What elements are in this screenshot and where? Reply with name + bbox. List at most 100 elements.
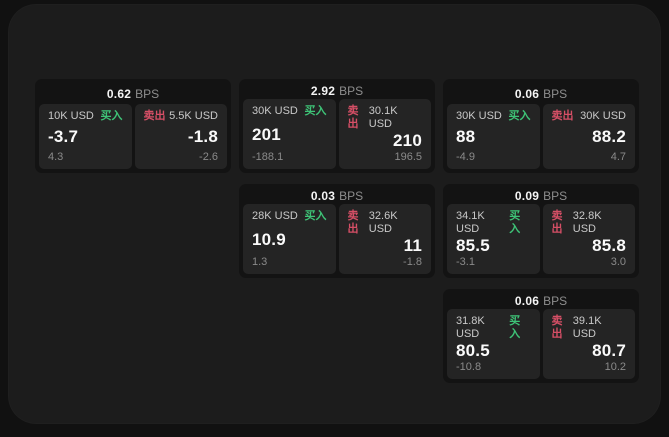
buy-side-label: 买入 <box>508 110 531 122</box>
buy-panel[interactable]: 34.1K USD 买入 85.5 -3.1 <box>447 204 540 274</box>
buy-delta: 4.3 <box>48 151 64 163</box>
buy-size: 28K USD <box>252 210 298 222</box>
sell-panel[interactable]: 卖出 32.6K USD 11 -1.8 <box>338 204 431 274</box>
buy-size: 34.1K USD <box>456 210 485 235</box>
sell-size: 39.1K USD <box>572 315 602 340</box>
buy-panel-header: 28K USD 买入 <box>252 210 327 223</box>
buy-delta: -188.1 <box>252 151 284 163</box>
sell-panel-header: 卖出 39.1K USD <box>552 315 627 341</box>
spread-value: 0.62 <box>106 86 132 101</box>
buy-panel-header: 30K USD 买入 <box>456 110 531 123</box>
spread-header: 0.09 BPS <box>447 188 635 204</box>
buy-panel-header: 10K USD 买入 <box>48 110 123 123</box>
buy-size: 10K USD <box>48 110 94 122</box>
spread-header: 2.92 BPS <box>243 83 431 99</box>
sell-panel-header: 卖出 30K USD <box>552 110 627 123</box>
quote-card[interactable]: 0.06 BPS 31.8K USD 买入 80.5 -10.8 卖出 39.1… <box>443 289 639 383</box>
spread-unit-label: BPS <box>135 86 160 101</box>
buy-panel-header: 34.1K USD 买入 <box>456 210 531 236</box>
app-window: 0.62 BPS 10K USD 买入 -3.7 4.3 卖出 5.5K USD… <box>8 4 661 424</box>
quote-card[interactable]: 0.09 BPS 34.1K USD 买入 85.5 -3.1 卖出 32.8K… <box>443 184 639 278</box>
sell-price: -1.8 <box>187 127 218 146</box>
quote-panels: 31.8K USD 买入 80.5 -10.8 卖出 39.1K USD 80.… <box>447 309 635 379</box>
buy-delta: -3.1 <box>456 256 475 268</box>
buy-price: 201 <box>252 124 281 144</box>
quote-card[interactable]: 2.92 BPS 30K USD 买入 201 -188.1 卖出 30.1K … <box>239 79 435 173</box>
sell-size: 30.1K USD <box>368 105 398 130</box>
buy-panel-header: 30K USD 买入 <box>252 105 327 118</box>
sell-delta: 4.7 <box>610 151 626 163</box>
spread-unit-label: BPS <box>543 189 568 203</box>
sell-side-label: 卖出 <box>551 315 563 340</box>
quote-panels: 10K USD 买入 -3.7 4.3 卖出 5.5K USD -1.8 -2.… <box>39 104 227 169</box>
sell-side-label: 卖出 <box>347 210 359 235</box>
buy-price: -3.7 <box>48 127 79 146</box>
sell-price: 85.8 <box>592 236 626 255</box>
sell-side-label: 卖出 <box>551 110 574 122</box>
sell-delta: -1.8 <box>403 256 422 268</box>
sell-side-label: 卖出 <box>347 105 359 130</box>
spread-value: 0.03 <box>310 189 336 203</box>
sell-size: 30K USD <box>580 110 626 122</box>
buy-delta: -4.9 <box>456 151 475 163</box>
sell-side-label: 卖出 <box>551 210 563 235</box>
quote-card[interactable]: 0.03 BPS 28K USD 买入 10.9 1.3 卖出 32.6K US… <box>239 184 435 278</box>
sell-delta: 196.5 <box>394 151 422 163</box>
buy-side-label: 买入 <box>509 315 521 340</box>
sell-panel[interactable]: 卖出 32.8K USD 85.8 3.0 <box>542 204 635 274</box>
quote-panels: 30K USD 买入 201 -188.1 卖出 30.1K USD 210 1… <box>243 99 431 169</box>
spread-unit-label: BPS <box>339 189 364 203</box>
quote-panels: 30K USD 买入 88 -4.9 卖出 30K USD 88.2 4.7 <box>447 104 635 169</box>
sell-panel[interactable]: 卖出 30.1K USD 210 196.5 <box>338 99 431 169</box>
buy-panel-header: 31.8K USD 买入 <box>456 315 531 341</box>
buy-price: 80.5 <box>456 341 490 360</box>
sell-side-label: 卖出 <box>143 110 166 122</box>
buy-price: 88 <box>456 127 476 146</box>
buy-delta: 1.3 <box>252 256 268 268</box>
sell-panel-header: 卖出 32.6K USD <box>348 210 423 236</box>
buy-price: 10.9 <box>252 229 286 249</box>
spread-value: 0.06 <box>514 86 540 101</box>
quote-panels: 28K USD 买入 10.9 1.3 卖出 32.6K USD 11 -1.8 <box>243 204 431 274</box>
quote-card[interactable]: 0.62 BPS 10K USD 买入 -3.7 4.3 卖出 5.5K USD… <box>35 79 231 173</box>
sell-panel[interactable]: 卖出 39.1K USD 80.7 10.2 <box>542 309 635 379</box>
spread-unit-label: BPS <box>339 84 364 98</box>
buy-panel[interactable]: 30K USD 买入 201 -188.1 <box>243 99 336 169</box>
sell-panel-header: 卖出 32.8K USD <box>552 210 627 236</box>
spread-value: 0.06 <box>514 294 540 308</box>
sell-delta: 10.2 <box>604 361 626 373</box>
buy-panel[interactable]: 10K USD 买入 -3.7 4.3 <box>39 104 132 169</box>
sell-size: 32.8K USD <box>572 210 602 235</box>
buy-panel[interactable]: 28K USD 买入 10.9 1.3 <box>243 204 336 274</box>
spread-header: 0.06 BPS <box>447 83 635 104</box>
sell-price: 80.7 <box>592 341 626 360</box>
quote-card[interactable]: 0.06 BPS 30K USD 买入 88 -4.9 卖出 30K USD 8… <box>443 79 639 173</box>
sell-price: 88.2 <box>592 127 626 146</box>
sell-panel-header: 卖出 30.1K USD <box>348 105 423 131</box>
buy-side-label: 买入 <box>100 110 123 122</box>
buy-price: 85.5 <box>456 236 490 255</box>
quote-panels: 34.1K USD 买入 85.5 -3.1 卖出 32.8K USD 85.8… <box>447 204 635 274</box>
spread-header: 0.62 BPS <box>39 83 227 104</box>
buy-panel[interactable]: 30K USD 买入 88 -4.9 <box>447 104 540 169</box>
quote-card-grid: 0.62 BPS 10K USD 买入 -3.7 4.3 卖出 5.5K USD… <box>35 79 639 383</box>
buy-side-label: 买入 <box>304 105 327 117</box>
spread-value: 2.92 <box>310 84 336 98</box>
buy-side-label: 买入 <box>509 210 521 235</box>
sell-delta: 3.0 <box>610 256 626 268</box>
buy-panel[interactable]: 31.8K USD 买入 80.5 -10.8 <box>447 309 540 379</box>
spread-unit-label: BPS <box>543 86 568 101</box>
sell-panel[interactable]: 卖出 5.5K USD -1.8 -2.6 <box>134 104 227 169</box>
sell-panel-header: 卖出 5.5K USD <box>144 110 219 123</box>
spread-header: 0.06 BPS <box>447 293 635 309</box>
sell-panel[interactable]: 卖出 30K USD 88.2 4.7 <box>542 104 635 169</box>
buy-side-label: 买入 <box>304 210 327 222</box>
buy-size: 30K USD <box>456 110 502 122</box>
buy-size: 31.8K USD <box>456 315 485 340</box>
buy-delta: -10.8 <box>456 361 482 373</box>
sell-delta: -2.6 <box>199 151 218 163</box>
sell-size: 5.5K USD <box>169 110 218 122</box>
sell-price: 210 <box>393 131 422 150</box>
spread-unit-label: BPS <box>543 294 568 308</box>
